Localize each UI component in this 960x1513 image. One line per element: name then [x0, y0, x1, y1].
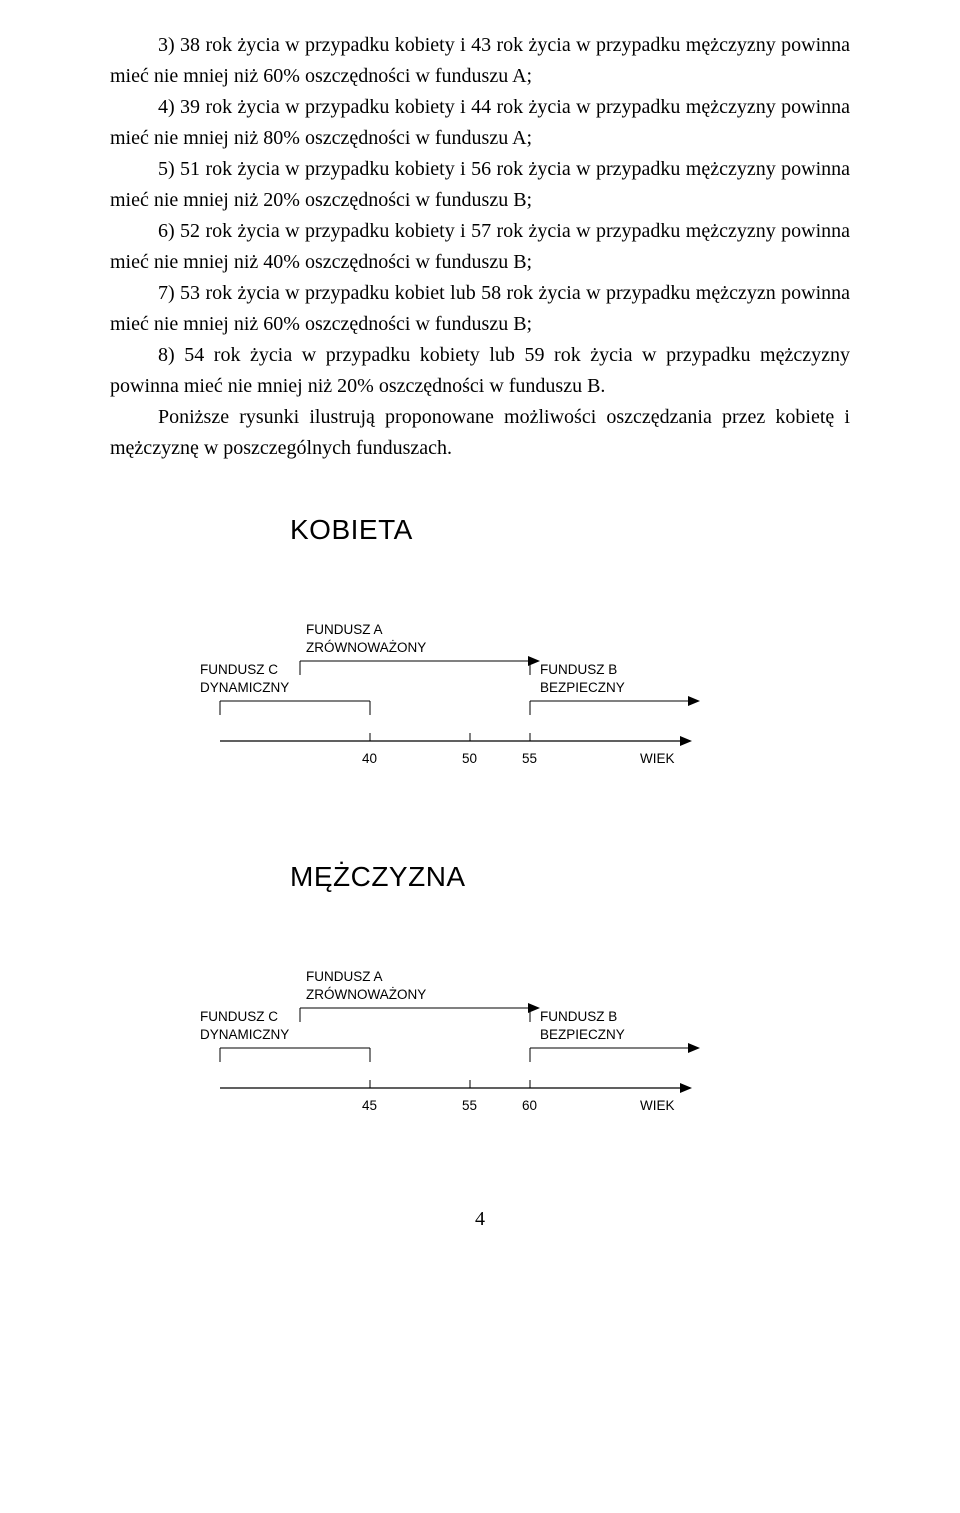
- list-item-4: 4) 39 rok życia w przypadku kobiety i 44…: [110, 92, 850, 154]
- paragraph-intro: Poniższe rysunki ilustrują proponowane m…: [110, 402, 850, 464]
- label-fundusz-c-line2: DYNAMICZNY: [200, 1026, 289, 1044]
- label-fundusz-a-line1: FUNDUSZ A: [306, 968, 383, 986]
- list-item-3: 3) 38 rok życia w przypadku kobiety i 43…: [110, 30, 850, 92]
- axis-tick-label: 55: [462, 1098, 477, 1113]
- axis-tick-label: 55: [522, 751, 537, 766]
- list-item-7: 7) 53 rok życia w przypadku kobiet lub 5…: [110, 278, 850, 340]
- list-item-5: 5) 51 rok życia w przypadku kobiety i 56…: [110, 154, 850, 216]
- label-fundusz-b-line2: BEZPIECZNY: [540, 679, 625, 697]
- chart-title-kobieta: KOBIETA: [290, 514, 850, 546]
- page-number: 4: [110, 1208, 850, 1231]
- label-fundusz-c-line2: DYNAMICZNY: [200, 679, 289, 697]
- label-fundusz-a-line2: ZRÓWNOWAŻONY: [306, 639, 426, 657]
- axis-tick-label: 50: [462, 751, 477, 766]
- axis-label-wiek: WIEK: [640, 751, 675, 766]
- chart-kobieta: KOBIETA FUNDUSZ AZRÓWNOWAŻONY FUNDUSZ CDY…: [170, 514, 850, 791]
- label-fundusz-c-line1: FUNDUSZ C: [200, 1008, 278, 1026]
- chart-mezczyzna: MĘŻCZYZNA FUNDUSZ AZRÓWNOWAŻONY FUNDUSZ C…: [170, 861, 850, 1138]
- list-item-8: 8) 54 rok życia w przypadku kobiety lub …: [110, 340, 850, 402]
- label-fundusz-c-line1: FUNDUSZ C: [200, 661, 278, 679]
- axis-tick-label: 40: [362, 751, 377, 766]
- label-fundusz-a-line2: ZRÓWNOWAŻONY: [306, 986, 426, 1004]
- axis-label-wiek: WIEK: [640, 1098, 675, 1113]
- axis-tick-label: 60: [522, 1098, 537, 1113]
- axis-tick-label: 45: [362, 1098, 377, 1113]
- label-fundusz-b-line2: BEZPIECZNY: [540, 1026, 625, 1044]
- list-item-6: 6) 52 rok życia w przypadku kobiety i 57…: [110, 216, 850, 278]
- chart-title-mezczyzna: MĘŻCZYZNA: [290, 861, 850, 893]
- label-fundusz-b-line1: FUNDUSZ B: [540, 661, 617, 679]
- label-fundusz-b-line1: FUNDUSZ B: [540, 1008, 617, 1026]
- label-fundusz-a-line1: FUNDUSZ A: [306, 621, 383, 639]
